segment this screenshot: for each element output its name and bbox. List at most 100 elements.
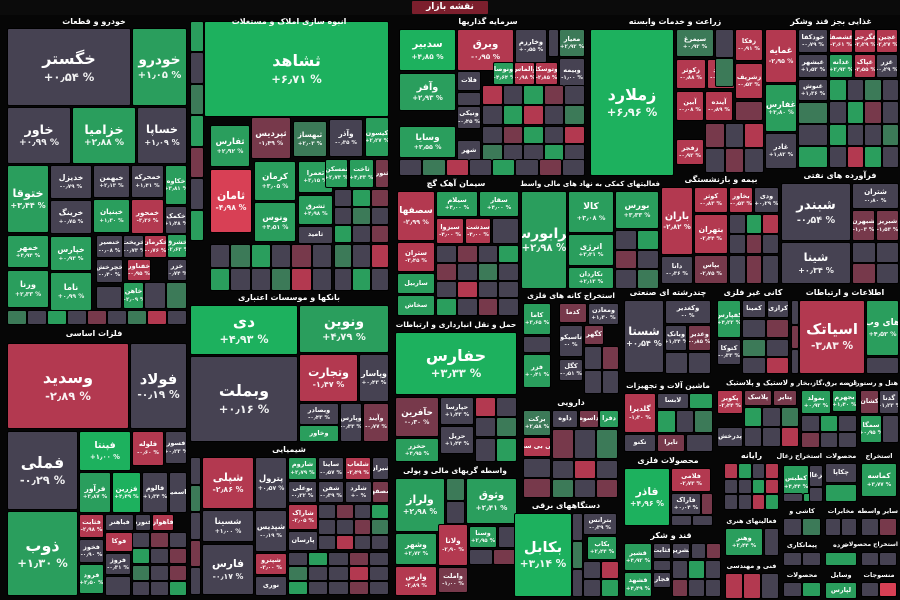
stock-tile[interactable]: غنوش +۱٫۳۶ % <box>799 80 827 100</box>
stock-tile[interactable] <box>544 127 564 143</box>
stock-tile[interactable] <box>457 246 477 262</box>
stock-tile[interactable]: سدبیر +۴٫۸۵ % <box>400 30 455 70</box>
stock-tile[interactable] <box>499 299 518 315</box>
stock-tile[interactable] <box>853 243 875 262</box>
stock-tile[interactable]: سخاش <box>398 296 434 315</box>
stock-tile[interactable] <box>865 80 881 101</box>
stock-tile[interactable] <box>494 550 516 564</box>
stock-tile[interactable]: وخاور <box>300 426 338 441</box>
stock-tile[interactable] <box>133 533 150 547</box>
stock-tile[interactable] <box>437 299 456 315</box>
stock-tile[interactable]: دانا -۰٫۳۶ % <box>662 257 692 283</box>
stock-tile[interactable] <box>616 270 636 288</box>
stock-tile[interactable] <box>745 408 762 426</box>
stock-tile[interactable]: فملی -۰٫۲۹ % <box>8 432 77 509</box>
stock-tile[interactable] <box>689 561 704 578</box>
stock-tile[interactable] <box>524 86 543 104</box>
stock-tile[interactable] <box>673 579 688 596</box>
stock-tile[interactable] <box>191 53 203 83</box>
stock-tile[interactable] <box>312 268 331 290</box>
stock-tile[interactable] <box>766 464 778 478</box>
stock-tile[interactable] <box>503 106 523 124</box>
stock-tile[interactable]: خدیزل -۰٫۷۹ % <box>51 166 91 198</box>
stock-tile[interactable] <box>169 549 186 563</box>
stock-tile[interactable] <box>638 231 658 249</box>
stock-tile[interactable]: کگهر <box>585 326 603 344</box>
stock-tile[interactable]: فخوز -۰٫۹۰ % <box>80 540 103 562</box>
stock-tile[interactable]: قشیر +۴٫۹۲ % <box>625 544 651 570</box>
stock-tile[interactable] <box>524 459 550 477</box>
stock-tile[interactable] <box>231 245 250 267</box>
stock-tile[interactable] <box>516 160 538 175</box>
stock-tile[interactable] <box>707 544 720 558</box>
stock-tile[interactable] <box>766 495 778 509</box>
stock-tile[interactable] <box>292 245 311 267</box>
stock-tile[interactable] <box>497 418 516 436</box>
stock-tile[interactable] <box>68 311 86 324</box>
stock-tile[interactable]: بکابل +۳٫۱۴ % <box>515 514 571 596</box>
stock-tile[interactable]: کی بی سی <box>524 438 550 456</box>
stock-tile[interactable] <box>497 398 516 416</box>
stock-tile[interactable]: کیسون+۲٫۲۷ % <box>366 118 388 156</box>
stock-tile[interactable] <box>763 215 778 233</box>
stock-tile[interactable]: خکاوه+۳٫۸۱ % <box>166 166 186 204</box>
stock-tile[interactable] <box>616 250 636 269</box>
stock-tile[interactable] <box>752 495 765 509</box>
stock-tile[interactable] <box>562 160 584 175</box>
stock-tile[interactable] <box>745 428 762 446</box>
stock-tile[interactable] <box>553 430 573 458</box>
stock-tile[interactable] <box>826 553 856 565</box>
stock-tile[interactable] <box>354 520 371 534</box>
stock-tile[interactable]: ثمسکن+۲٫۷۳ % <box>326 160 347 187</box>
stock-tile[interactable] <box>106 577 130 595</box>
stock-tile[interactable] <box>336 505 353 519</box>
stock-tile[interactable]: ودی +۰٫۲۹ % <box>755 188 778 212</box>
stock-tile[interactable] <box>335 208 352 224</box>
stock-tile[interactable]: خچرخش -۰٫۴۰ % <box>97 260 122 282</box>
stock-tile[interactable] <box>469 160 491 175</box>
stock-tile[interactable]: شبریز -۱٫۵۳ % <box>877 211 898 240</box>
stock-tile[interactable] <box>876 243 898 262</box>
stock-tile[interactable]: کرمان +۳٫۰۵ % <box>255 162 295 200</box>
stock-tile[interactable] <box>666 353 687 373</box>
stock-tile[interactable]: ونیکی -۰٫۴۵ % <box>458 107 480 128</box>
stock-tile[interactable] <box>573 570 582 596</box>
stock-tile[interactable] <box>476 418 495 436</box>
stock-tile[interactable]: بپاس -۲٫۷۵ % <box>695 256 727 283</box>
stock-tile[interactable] <box>810 488 822 501</box>
stock-tile[interactable]: وشهر +۲٫۷۲ % <box>396 534 436 564</box>
stock-tile[interactable]: سفار +۴٫۰۰ % <box>480 192 518 216</box>
stock-tile[interactable]: خکرمان -۰٫۷۶ % <box>145 236 166 257</box>
stock-tile[interactable] <box>802 432 819 447</box>
stock-tile[interactable]: ناما +۰٫۹۹ % <box>51 273 91 310</box>
stock-tile[interactable]: های وب +۴٫۵۲ % <box>867 301 898 355</box>
stock-tile[interactable] <box>746 256 762 283</box>
stock-tile[interactable] <box>784 553 801 565</box>
stock-tile[interactable] <box>483 127 502 143</box>
stock-tile[interactable] <box>423 160 445 175</box>
stock-tile[interactable]: وهنر +۲٫۴۴ % <box>726 529 762 555</box>
stock-tile[interactable] <box>876 264 898 283</box>
stock-tile[interactable] <box>553 480 573 497</box>
stock-tile[interactable] <box>839 432 856 447</box>
stock-tile[interactable] <box>865 102 881 123</box>
stock-tile[interactable] <box>499 246 518 262</box>
stock-tile[interactable] <box>766 340 788 356</box>
stock-tile[interactable] <box>830 80 846 101</box>
stock-tile[interactable]: غپاک-۳٫۵۵ % <box>855 55 875 77</box>
stock-tile[interactable] <box>191 540 200 567</box>
stock-tile[interactable] <box>251 268 270 290</box>
market-map-tab[interactable]: نقشه بازار <box>412 1 488 14</box>
stock-tile[interactable] <box>687 435 712 451</box>
stock-tile[interactable]: حفارس +۳٫۳۳ % <box>396 333 516 394</box>
stock-tile[interactable] <box>736 102 762 120</box>
stock-tile[interactable] <box>799 125 827 145</box>
stock-tile[interactable]: سمگا+۰٫۹۵ % <box>861 416 881 442</box>
stock-tile[interactable]: ورنا +۲٫۳۳ % <box>8 271 48 307</box>
stock-tile[interactable] <box>108 311 126 324</box>
stock-tile[interactable] <box>319 520 335 534</box>
stock-tile[interactable] <box>584 562 600 578</box>
stock-tile[interactable]: نوری <box>256 577 286 595</box>
stock-tile[interactable]: تایرا <box>658 435 684 451</box>
stock-tile[interactable]: وبملت +۰٫۱۶ % <box>191 357 297 441</box>
